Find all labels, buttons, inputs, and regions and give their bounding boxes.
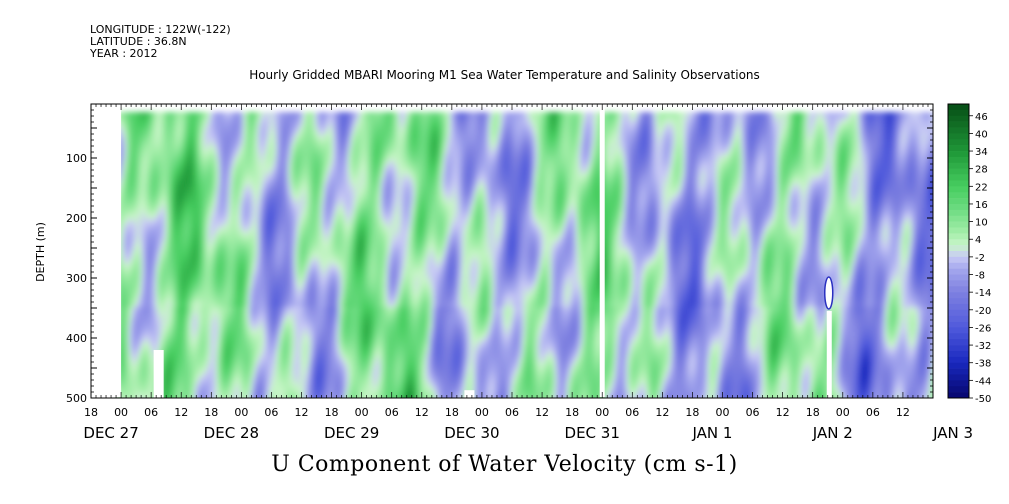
x-tick-label: 00	[355, 406, 369, 419]
colorbar-label: -38	[975, 359, 991, 370]
x-tick-label: 18	[565, 406, 579, 419]
year-label: YEAR : 2012	[90, 48, 158, 60]
colorbar-label: 28	[975, 165, 988, 176]
x-tick-label: 12	[174, 406, 188, 419]
colorbar-label: 16	[975, 200, 988, 211]
colorbar-label: 40	[975, 129, 988, 140]
x-tick-label: 06	[144, 406, 158, 419]
x-tick-label: 06	[264, 406, 278, 419]
colorbar-label: -2	[975, 253, 985, 264]
colorbar-label: 34	[975, 147, 988, 158]
colorbar-label: -44	[975, 376, 991, 387]
y-tick-label: 500	[66, 392, 87, 405]
colorbar-label: 46	[975, 112, 988, 123]
x-tick-label: 00	[475, 406, 489, 419]
colorbar-label: -50	[975, 394, 991, 405]
x-tick-label: 00	[836, 406, 850, 419]
x-tick-label: 06	[505, 406, 519, 419]
x-tick-label: 12	[655, 406, 669, 419]
colorbar-label: -14	[975, 288, 991, 299]
variable-label: U Component of Water Velocity (cm s-1)	[0, 452, 1009, 477]
x-tick-label: 00	[114, 406, 128, 419]
longitude-label: LONGITUDE : 122W(-122)	[90, 24, 231, 36]
x-tick-label: 00	[595, 406, 609, 419]
latitude-label: LATITUDE : 36.8N	[90, 36, 187, 48]
y-tick-label: 100	[66, 152, 87, 165]
x-date-label: JAN 2	[812, 424, 853, 442]
x-tick-label: 06	[385, 406, 399, 419]
x-date-label: JAN 1	[692, 424, 733, 442]
x-tick-label: 00	[716, 406, 730, 419]
colorbar-label: -8	[975, 271, 985, 282]
x-tick-label: 00	[234, 406, 248, 419]
x-tick-label: 12	[415, 406, 429, 419]
x-tick-label: 06	[625, 406, 639, 419]
colorbar-label: -26	[975, 323, 991, 334]
x-date-label: DEC 29	[324, 424, 379, 442]
colorbar-label: 10	[975, 218, 988, 229]
x-date-label: DEC 27	[83, 424, 138, 442]
x-tick-label: 12	[295, 406, 309, 419]
x-tick-label: 18	[806, 406, 820, 419]
x-date-label: DEC 31	[565, 424, 620, 442]
colorbar-label: -32	[975, 341, 991, 352]
x-tick-label: 12	[535, 406, 549, 419]
y-tick-label: 200	[66, 212, 87, 225]
x-date-label: DEC 30	[444, 424, 499, 442]
y-axis-label: DEPTH (m)	[34, 222, 47, 282]
x-tick-label: 18	[445, 406, 459, 419]
y-tick-label: 300	[66, 272, 87, 285]
x-tick-label: 18	[84, 406, 98, 419]
x-tick-label: 12	[896, 406, 910, 419]
x-date-label: DEC 28	[204, 424, 259, 442]
x-tick-label: 18	[325, 406, 339, 419]
heatmap-field	[117, 112, 933, 398]
x-tick-label: 06	[746, 406, 760, 419]
x-tick-label: 18	[685, 406, 699, 419]
colorbar-label: 22	[975, 182, 988, 193]
chart-title: Hourly Gridded MBARI Mooring M1 Sea Wate…	[0, 68, 1009, 82]
colorbar: 46 40 34 28 22 16 10 4 -2 -8 -14 -20 -26 -32 -38 -44 -50	[947, 103, 991, 405]
y-tick-label: 400	[66, 332, 87, 345]
x-date-label: JAN 3	[932, 424, 973, 442]
missing-data-spot	[824, 276, 834, 310]
x-tick-label: 12	[776, 406, 790, 419]
colorbar-label: -20	[975, 306, 991, 317]
x-tick-label: 06	[866, 406, 880, 419]
colorbar-label: 4	[975, 235, 981, 246]
x-tick-label: 18	[204, 406, 218, 419]
